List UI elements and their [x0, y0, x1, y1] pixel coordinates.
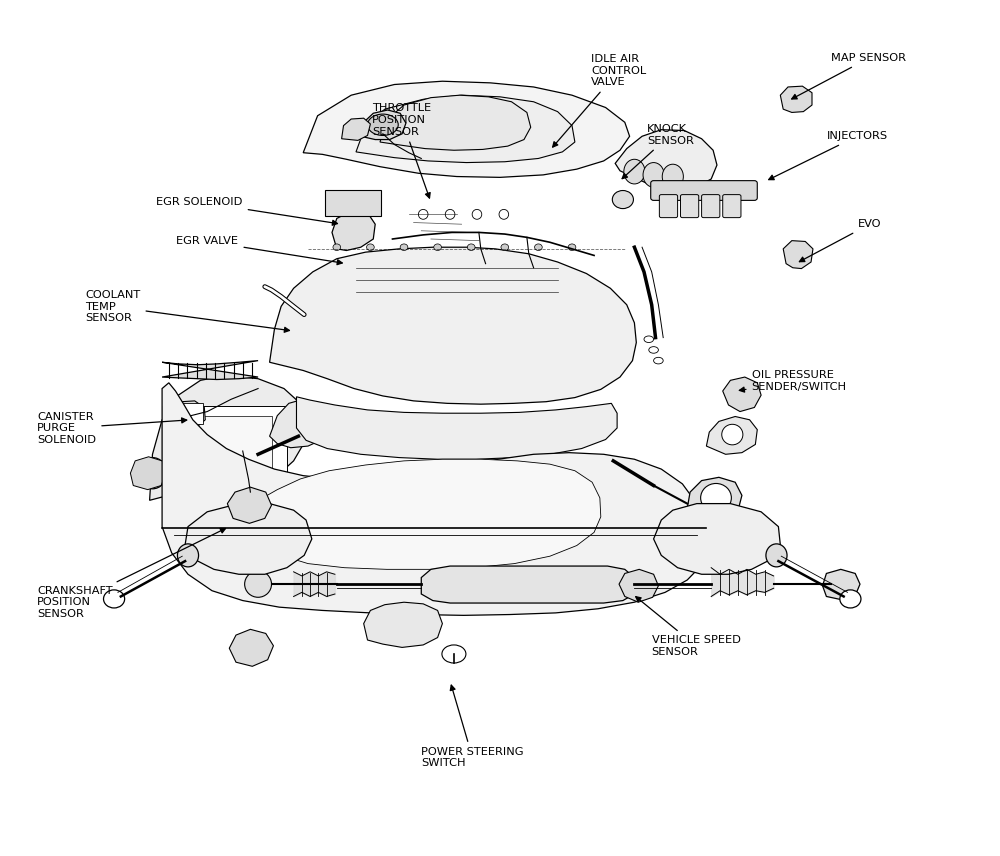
Ellipse shape	[662, 164, 683, 189]
Polygon shape	[780, 86, 812, 112]
Polygon shape	[185, 503, 312, 574]
Ellipse shape	[644, 336, 654, 342]
Polygon shape	[270, 247, 636, 404]
FancyBboxPatch shape	[176, 403, 203, 424]
Ellipse shape	[499, 210, 509, 219]
Polygon shape	[654, 503, 780, 574]
Text: VEHICLE SPEED
SENSOR: VEHICLE SPEED SENSOR	[636, 597, 741, 657]
Ellipse shape	[418, 210, 428, 219]
Text: POWER STEERING
SWITCH: POWER STEERING SWITCH	[421, 685, 524, 769]
Text: CRANKSHAFT
POSITION
SENSOR: CRANKSHAFT POSITION SENSOR	[37, 528, 226, 619]
Polygon shape	[246, 459, 601, 569]
Text: EGR SOLENOID: EGR SOLENOID	[156, 197, 337, 225]
Polygon shape	[356, 95, 575, 163]
FancyBboxPatch shape	[172, 416, 272, 478]
Ellipse shape	[434, 244, 441, 251]
Text: IDLE AIR
CONTROL
VALVE: IDLE AIR CONTROL VALVE	[553, 54, 646, 147]
Ellipse shape	[138, 458, 167, 489]
Ellipse shape	[535, 244, 542, 251]
Polygon shape	[421, 566, 634, 603]
Polygon shape	[615, 130, 717, 190]
Polygon shape	[162, 360, 258, 379]
FancyBboxPatch shape	[162, 406, 287, 484]
Ellipse shape	[472, 210, 482, 219]
Polygon shape	[174, 401, 205, 428]
FancyBboxPatch shape	[702, 194, 720, 217]
Ellipse shape	[104, 590, 125, 608]
Ellipse shape	[367, 244, 374, 251]
Ellipse shape	[445, 210, 455, 219]
FancyBboxPatch shape	[723, 194, 741, 217]
Ellipse shape	[368, 114, 398, 135]
Polygon shape	[150, 376, 306, 500]
Ellipse shape	[840, 590, 861, 608]
Ellipse shape	[649, 347, 658, 354]
Polygon shape	[723, 377, 761, 412]
Text: THROTTLE
POSITION
SENSOR: THROTTLE POSITION SENSOR	[372, 104, 431, 198]
Polygon shape	[687, 478, 742, 519]
Polygon shape	[229, 629, 273, 666]
FancyBboxPatch shape	[659, 194, 678, 217]
Text: EGR VALVE: EGR VALVE	[176, 236, 342, 265]
Text: KNOCK
SENSOR: KNOCK SENSOR	[622, 124, 694, 179]
Text: CANISTER
PURGE
SOLENOID: CANISTER PURGE SOLENOID	[37, 412, 187, 445]
Polygon shape	[227, 487, 272, 523]
Polygon shape	[289, 288, 325, 318]
Ellipse shape	[501, 244, 509, 251]
FancyBboxPatch shape	[325, 190, 381, 216]
Ellipse shape	[568, 244, 576, 251]
Text: EVO: EVO	[799, 219, 882, 262]
Polygon shape	[332, 211, 375, 251]
FancyBboxPatch shape	[680, 194, 699, 217]
Polygon shape	[342, 118, 370, 140]
Ellipse shape	[643, 163, 664, 187]
Polygon shape	[783, 241, 813, 269]
Ellipse shape	[722, 425, 743, 445]
Polygon shape	[706, 417, 757, 455]
Ellipse shape	[467, 244, 475, 251]
Ellipse shape	[766, 544, 787, 567]
Polygon shape	[270, 399, 329, 448]
Ellipse shape	[177, 544, 199, 567]
Text: INJECTORS: INJECTORS	[769, 131, 888, 180]
Polygon shape	[162, 383, 706, 615]
Ellipse shape	[245, 571, 272, 597]
Ellipse shape	[400, 244, 408, 251]
Polygon shape	[303, 81, 630, 177]
Ellipse shape	[624, 159, 645, 184]
Polygon shape	[364, 603, 442, 647]
Text: OIL PRESSURE
SENDER/SWITCH: OIL PRESSURE SENDER/SWITCH	[739, 371, 847, 392]
Ellipse shape	[701, 484, 731, 512]
Ellipse shape	[333, 244, 341, 251]
Polygon shape	[296, 397, 617, 459]
Polygon shape	[619, 569, 658, 603]
Text: COOLANT
TEMP
SENSOR: COOLANT TEMP SENSOR	[85, 290, 289, 332]
Ellipse shape	[654, 357, 663, 364]
Ellipse shape	[442, 645, 466, 663]
Polygon shape	[130, 457, 166, 490]
Polygon shape	[361, 110, 406, 140]
Polygon shape	[823, 569, 860, 600]
Polygon shape	[380, 95, 531, 151]
Text: MAP SENSOR: MAP SENSOR	[792, 53, 906, 99]
Ellipse shape	[612, 191, 633, 209]
FancyBboxPatch shape	[651, 181, 757, 200]
